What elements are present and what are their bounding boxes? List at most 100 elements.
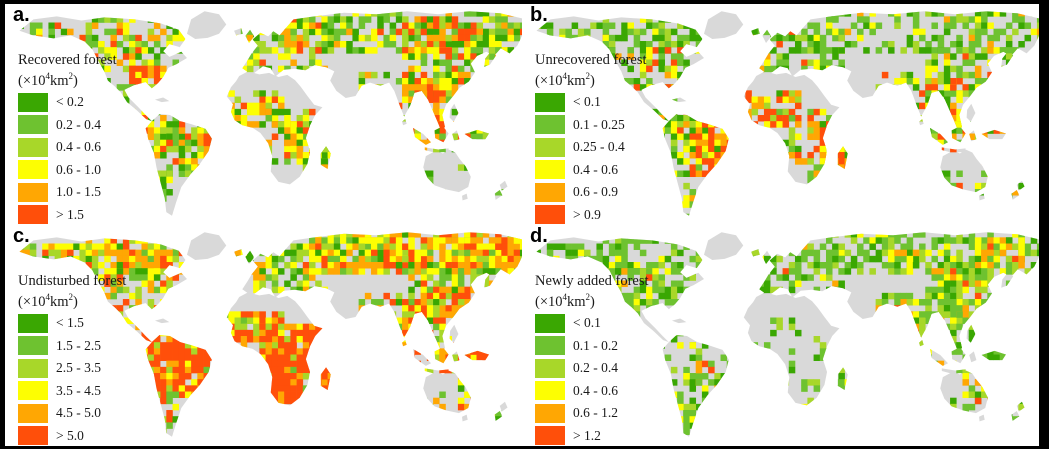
legend-row: > 1.5 bbox=[18, 205, 188, 225]
legend-swatch bbox=[18, 182, 48, 202]
legend-rows-d: < 0.1 0.1 - 0.2 0.2 - 0.4 0.4 - 0.6 0.6 - 1.… bbox=[535, 313, 705, 446]
legend-row: 0.4 - 0.6 bbox=[18, 137, 188, 157]
legend-class-label: < 0.1 bbox=[573, 94, 601, 110]
legend-class-label: 0.6 - 1.0 bbox=[56, 161, 101, 177]
legend-title-text: Undisturbed forest bbox=[18, 273, 127, 289]
legend-swatch bbox=[535, 115, 565, 135]
legend-c: Undisturbed forest (×104km2) < 1.5 1.5 - … bbox=[18, 273, 188, 446]
legend-class-label: 0.25 - 0.4 bbox=[573, 139, 625, 155]
legend-swatch bbox=[535, 358, 565, 378]
legend-row: > 1.2 bbox=[535, 426, 705, 446]
world-map-newly-added-forest bbox=[536, 232, 1039, 437]
panel-label-c: c. bbox=[13, 225, 30, 247]
legend-row: 1.5 - 2.5 bbox=[18, 336, 188, 356]
legend-d: Newly added forest (×104km2) < 0.1 0.1 - … bbox=[535, 273, 705, 446]
legend-rows-b: < 0.1 0.1 - 0.25 0.25 - 0.4 0.4 - 0.6 0.6 - … bbox=[535, 92, 705, 225]
legend-swatch bbox=[18, 358, 48, 378]
legend-class-label: 3.5 - 4.5 bbox=[56, 382, 101, 398]
legend-swatch bbox=[18, 313, 48, 333]
legend-swatch bbox=[535, 182, 565, 202]
legend-class-label: 0.1 - 0.25 bbox=[573, 116, 625, 132]
legend-row: 0.6 - 1.0 bbox=[18, 160, 188, 180]
legend-row: 3.5 - 4.5 bbox=[18, 381, 188, 401]
legend-swatch bbox=[535, 426, 565, 446]
legend-swatch bbox=[18, 381, 48, 401]
panel-label-d: d. bbox=[530, 225, 548, 247]
legend-class-label: 1.5 - 2.5 bbox=[56, 337, 101, 353]
legend-swatch bbox=[535, 336, 565, 356]
legend-swatch bbox=[535, 403, 565, 423]
legend-class-label: > 5.0 bbox=[56, 427, 84, 443]
legend-title-text: Newly added forest bbox=[535, 273, 649, 289]
legend-row: 0.2 - 0.4 bbox=[18, 115, 188, 135]
world-map-undisturbed-forest bbox=[19, 232, 522, 437]
legend-row: 0.6 - 0.9 bbox=[535, 182, 705, 202]
panel-c: c. Undisturbed forest (×104km2) < 1.5 1.5… bbox=[5, 225, 522, 446]
legend-class-label: 0.6 - 0.9 bbox=[573, 184, 618, 200]
legend-row: 2.5 - 3.5 bbox=[18, 358, 188, 378]
legend-row: < 1.5 bbox=[18, 313, 188, 333]
legend-row: 0.4 - 0.6 bbox=[535, 160, 705, 180]
legend-title-b: Unrecovered forest (×104km2) bbox=[535, 52, 705, 89]
legend-class-label: > 1.5 bbox=[56, 206, 84, 222]
legend-class-label: 2.5 - 3.5 bbox=[56, 360, 101, 376]
legend-title-a: Recovered forest (×104km2) bbox=[18, 52, 188, 89]
legend-row: > 0.9 bbox=[535, 205, 705, 225]
legend-swatch bbox=[18, 92, 48, 112]
legend-class-label: 0.6 - 1.2 bbox=[573, 405, 618, 421]
legend-class-label: > 0.9 bbox=[573, 206, 601, 222]
legend-unit: (×104km2) bbox=[535, 71, 595, 89]
legend-swatch bbox=[18, 205, 48, 225]
legend-row: < 0.1 bbox=[535, 92, 705, 112]
legend-swatch bbox=[535, 160, 565, 180]
legend-swatch bbox=[18, 160, 48, 180]
panel-b: b. Unrecovered forest (×104km2) < 0.1 0.1… bbox=[522, 4, 1039, 225]
legend-unit: (×104km2) bbox=[535, 292, 595, 310]
legend-class-label: 0.1 - 0.2 bbox=[573, 337, 618, 353]
legend-swatch bbox=[18, 115, 48, 135]
legend-row: 1.0 - 1.5 bbox=[18, 182, 188, 202]
legend-row: < 0.2 bbox=[18, 92, 188, 112]
legend-class-label: 4.5 - 5.0 bbox=[56, 405, 101, 421]
legend-b: Unrecovered forest (×104km2) < 0.1 0.1 - … bbox=[535, 52, 705, 225]
legend-class-label: > 1.2 bbox=[573, 427, 601, 443]
legend-title-text: Unrecovered forest bbox=[535, 52, 647, 68]
legend-swatch bbox=[535, 92, 565, 112]
legend-row: 0.4 - 0.6 bbox=[535, 381, 705, 401]
panel-label-a: a. bbox=[13, 4, 30, 26]
legend-swatch bbox=[18, 403, 48, 423]
legend-row: 0.6 - 1.2 bbox=[535, 403, 705, 423]
legend-row: < 0.1 bbox=[535, 313, 705, 333]
panel-a: a. Recovered forest (×104km2) < 0.2 0.2 -… bbox=[5, 4, 522, 225]
legend-swatch bbox=[535, 381, 565, 401]
legend-swatch bbox=[535, 313, 565, 333]
world-map-recovered-forest bbox=[19, 11, 522, 216]
legend-title-text: Recovered forest bbox=[18, 52, 117, 68]
legend-row: > 5.0 bbox=[18, 426, 188, 446]
legend-swatch bbox=[535, 205, 565, 225]
legend-row: 0.25 - 0.4 bbox=[535, 137, 705, 157]
legend-title-d: Newly added forest (×104km2) bbox=[535, 273, 705, 310]
panel-d: d. Newly added forest (×104km2) < 0.1 0.1… bbox=[522, 225, 1039, 446]
panel-label-b: b. bbox=[530, 4, 548, 26]
legend-swatch bbox=[18, 426, 48, 446]
legend-class-label: 1.0 - 1.5 bbox=[56, 184, 101, 200]
legend-class-label: 0.4 - 0.6 bbox=[573, 161, 618, 177]
legend-class-label: 0.2 - 0.4 bbox=[573, 360, 618, 376]
legend-unit: (×104km2) bbox=[18, 292, 78, 310]
legend-row: 0.1 - 0.2 bbox=[535, 336, 705, 356]
legend-unit: (×104km2) bbox=[18, 71, 78, 89]
legend-class-label: < 0.1 bbox=[573, 315, 601, 331]
legend-class-label: 0.4 - 0.6 bbox=[573, 382, 618, 398]
legend-row: 0.2 - 0.4 bbox=[535, 358, 705, 378]
legend-rows-a: < 0.2 0.2 - 0.4 0.4 - 0.6 0.6 - 1.0 1.0 - 1.… bbox=[18, 92, 188, 225]
legend-swatch bbox=[535, 137, 565, 157]
legend-class-label: 0.2 - 0.4 bbox=[56, 116, 101, 132]
legend-swatch bbox=[18, 137, 48, 157]
legend-swatch bbox=[18, 336, 48, 356]
legend-title-c: Undisturbed forest (×104km2) bbox=[18, 273, 188, 310]
legend-row: 4.5 - 5.0 bbox=[18, 403, 188, 423]
legend-class-label: < 0.2 bbox=[56, 94, 84, 110]
legend-class-label: 0.4 - 0.6 bbox=[56, 139, 101, 155]
